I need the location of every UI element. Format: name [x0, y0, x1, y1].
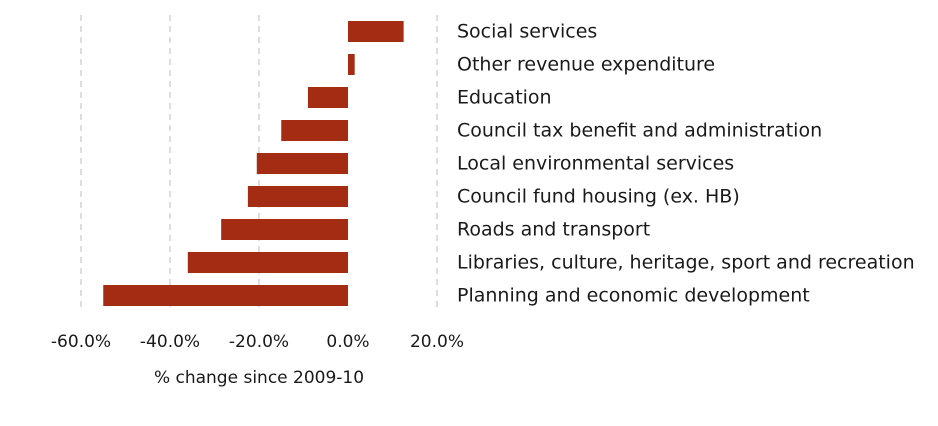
- x-axis-title: % change since 2009-10: [154, 368, 364, 388]
- category-label: Roads and transport: [457, 219, 650, 241]
- x-tick-label: 0.0%: [326, 332, 369, 352]
- bar: [307, 87, 348, 108]
- category-label: Social services: [457, 21, 597, 43]
- x-tick-labels: -60.0% -40.0% -20.0% 0.0% 20.0%: [51, 332, 464, 352]
- category-label: Local environmental services: [457, 153, 734, 175]
- category-label: Council fund housing (ex. HB): [457, 186, 740, 208]
- x-tick-label: -60.0%: [51, 332, 111, 352]
- bar: [256, 153, 348, 174]
- bar: [187, 252, 348, 273]
- category-label: Planning and economic development: [457, 285, 810, 307]
- category-labels: Social services Other revenue expenditure…: [457, 21, 915, 307]
- bar: [348, 21, 404, 42]
- bar: [247, 186, 348, 207]
- bar: [221, 219, 348, 240]
- x-tick-label: -20.0%: [229, 332, 289, 352]
- category-label: Education: [457, 87, 552, 109]
- bars: [103, 21, 404, 306]
- category-label: Council tax benefit and administration: [457, 120, 822, 142]
- category-label: Other revenue expenditure: [457, 54, 715, 76]
- bar: [103, 285, 348, 306]
- bar: [281, 120, 348, 141]
- x-tick-label: -40.0%: [140, 332, 200, 352]
- bar: [348, 54, 355, 75]
- category-label: Libraries, culture, heritage, sport and …: [457, 252, 915, 274]
- x-tick-label: 20.0%: [410, 332, 464, 352]
